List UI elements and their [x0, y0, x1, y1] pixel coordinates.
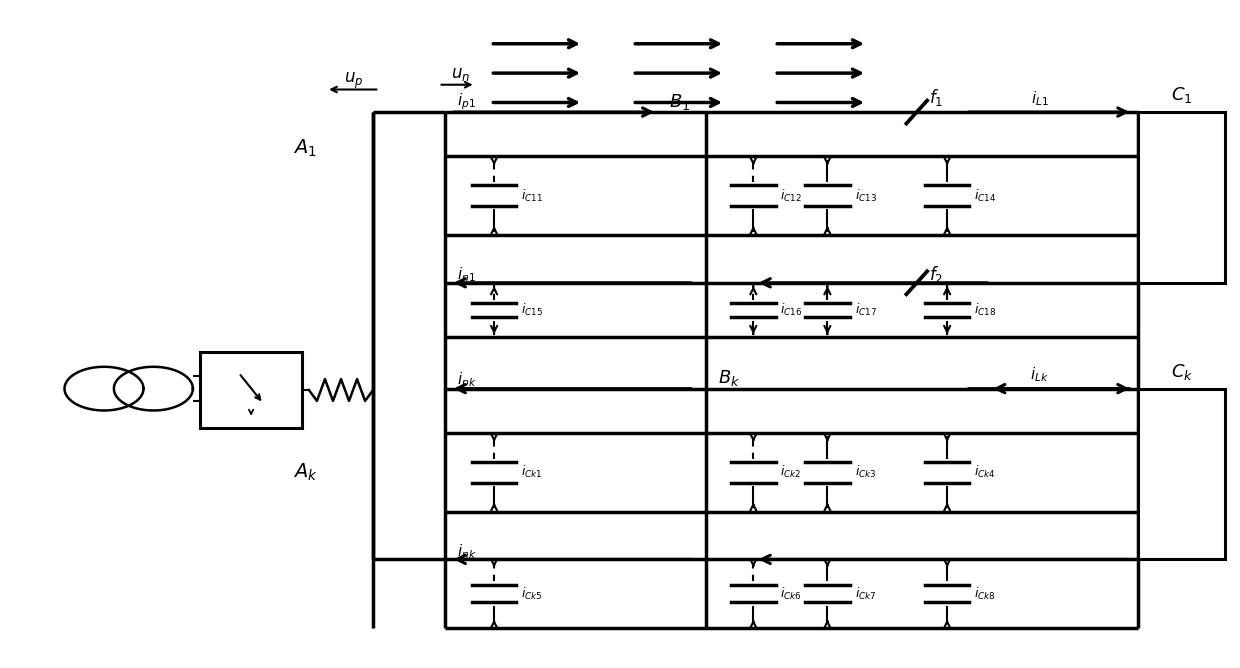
Text: $i_{Ck8}$: $i_{Ck8}$	[975, 585, 996, 602]
Bar	[1138, 389, 1225, 559]
Text: $i_{Ck1}$: $i_{Ck1}$	[521, 464, 543, 480]
Text: $i_{Ck6}$: $i_{Ck6}$	[780, 585, 802, 602]
Text: $A_1$: $A_1$	[294, 137, 317, 158]
Text: $C_1$: $C_1$	[1171, 85, 1193, 105]
Text: $i_{C15}$: $i_{C15}$	[521, 302, 543, 318]
Text: $B_k$: $B_k$	[718, 368, 740, 388]
Text: $i_{Ck5}$: $i_{Ck5}$	[521, 585, 543, 602]
Text: $f_1$: $f_1$	[929, 87, 942, 108]
Text: $f_2$: $f_2$	[929, 264, 942, 285]
Text: $i_{Ck7}$: $i_{Ck7}$	[854, 585, 877, 602]
Text: $i_{pk}$: $i_{pk}$	[458, 370, 476, 391]
Text: Load: Load	[1161, 466, 1203, 482]
Bar	[1138, 112, 1225, 283]
Text: $i_{Ck4}$: $i_{Ck4}$	[975, 464, 996, 480]
Text: $i_{C14}$: $i_{C14}$	[975, 188, 997, 204]
Bar	[201, 353, 301, 428]
Text: $i_{Ck3}$: $i_{Ck3}$	[854, 464, 877, 480]
Text: $i_{C12}$: $i_{C12}$	[780, 188, 802, 204]
Text: $i_{C18}$: $i_{C18}$	[975, 302, 997, 318]
Text: $A_k$: $A_k$	[293, 462, 317, 483]
Text: Load: Load	[1161, 190, 1203, 205]
Text: $B_1$: $B_1$	[668, 92, 689, 112]
Text: $u_p$: $u_p$	[343, 71, 363, 92]
Text: $i_{C11}$: $i_{C11}$	[521, 188, 543, 204]
Text: $i_{L1}$: $i_{L1}$	[1030, 89, 1049, 108]
Text: $i_{C17}$: $i_{C17}$	[854, 302, 877, 318]
Text: $C_k$: $C_k$	[1171, 361, 1193, 381]
Text: $u_n$: $u_n$	[451, 65, 470, 84]
Text: $i_{p1}$: $i_{p1}$	[458, 92, 476, 112]
Text: $i_{n1}$: $i_{n1}$	[458, 265, 476, 284]
Text: $i_{nk}$: $i_{nk}$	[458, 542, 476, 560]
Text: $i_{C13}$: $i_{C13}$	[854, 188, 877, 204]
Text: $i_{C16}$: $i_{C16}$	[780, 302, 802, 318]
Text: $i_{Lk}$: $i_{Lk}$	[1030, 365, 1049, 384]
Text: $i_{Ck2}$: $i_{Ck2}$	[780, 464, 802, 480]
